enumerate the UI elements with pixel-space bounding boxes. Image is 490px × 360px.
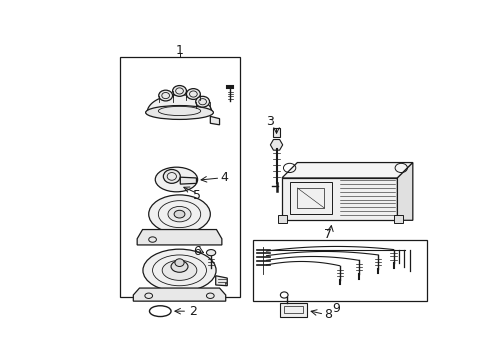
Text: 4: 4 [220, 171, 228, 184]
Ellipse shape [196, 96, 210, 107]
Ellipse shape [163, 170, 180, 183]
Ellipse shape [159, 90, 172, 101]
Bar [120, 57, 240, 297]
Polygon shape [137, 230, 222, 245]
Text: 9: 9 [332, 302, 340, 315]
Ellipse shape [168, 206, 191, 222]
Ellipse shape [149, 195, 210, 233]
Bar [284, 306, 303, 314]
Ellipse shape [206, 249, 216, 256]
Bar [393, 215, 403, 222]
Ellipse shape [174, 210, 185, 218]
Text: 7: 7 [324, 228, 332, 240]
Ellipse shape [155, 167, 197, 192]
Polygon shape [210, 116, 220, 125]
Text: 6: 6 [193, 244, 201, 258]
Polygon shape [133, 288, 226, 301]
Bar [280, 303, 307, 316]
Text: 3: 3 [267, 115, 274, 128]
Ellipse shape [172, 86, 187, 96]
Polygon shape [216, 276, 227, 286]
Text: 8: 8 [324, 308, 332, 321]
Text: 2: 2 [190, 305, 197, 318]
Polygon shape [180, 177, 196, 184]
Ellipse shape [175, 259, 184, 266]
Ellipse shape [143, 249, 216, 292]
Ellipse shape [171, 261, 188, 272]
Bar [253, 239, 427, 301]
Polygon shape [270, 140, 283, 150]
Polygon shape [397, 163, 413, 220]
Ellipse shape [162, 260, 197, 280]
Bar [278, 215, 287, 222]
Text: 1: 1 [175, 44, 183, 57]
Ellipse shape [146, 105, 214, 120]
Bar [297, 188, 324, 208]
Ellipse shape [187, 89, 200, 99]
Text: 5: 5 [193, 189, 201, 202]
Polygon shape [147, 95, 212, 112]
Bar [273, 128, 280, 137]
Bar [290, 182, 332, 214]
Polygon shape [282, 163, 413, 178]
Bar [282, 178, 397, 220]
